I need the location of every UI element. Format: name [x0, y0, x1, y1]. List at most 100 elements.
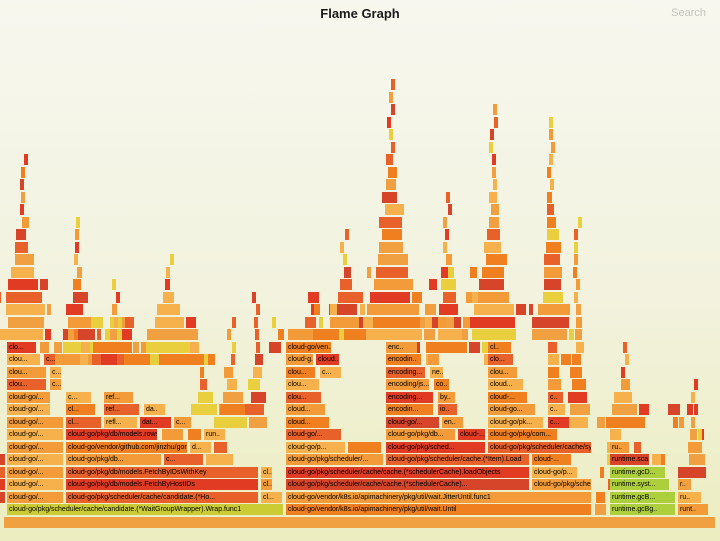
flame-frame[interactable]: [475, 291, 510, 303]
flame-frame[interactable]: [538, 304, 571, 315]
flame-frame[interactable]: [121, 329, 133, 340]
flame-frame[interactable]: [254, 354, 262, 365]
flame-frame[interactable]: [200, 366, 205, 378]
flame-frame[interactable]: [45, 329, 52, 340]
flame-frame[interactable]: [568, 329, 575, 340]
flame-frame[interactable]: clou...: [488, 366, 517, 378]
flame-frame[interactable]: [575, 341, 584, 353]
flame-frame[interactable]: [277, 329, 285, 340]
flame-frame[interactable]: [466, 291, 478, 303]
flame-frame[interactable]: [308, 291, 319, 303]
flame-frame[interactable]: [149, 354, 160, 365]
flame-frame[interactable]: [385, 179, 396, 190]
flame-frame[interactable]: [232, 341, 237, 353]
flame-frame[interactable]: cl...: [66, 404, 95, 415]
flame-frame[interactable]: [548, 341, 557, 353]
flame-frame[interactable]: [378, 216, 403, 228]
flame-frame[interactable]: r..: [678, 479, 691, 490]
flame-frame[interactable]: dat...: [140, 416, 171, 428]
flame-frame[interactable]: [287, 329, 335, 340]
flame-frame[interactable]: [213, 416, 247, 428]
flame-frame[interactable]: [66, 304, 84, 315]
flame-frame[interactable]: [491, 166, 496, 178]
flame-frame[interactable]: clou...: [7, 366, 46, 378]
flame-frame[interactable]: [688, 454, 705, 465]
flame-frame[interactable]: [442, 216, 447, 228]
flame-frame[interactable]: [576, 304, 582, 315]
flame-frame[interactable]: cloud-go/pk...: [488, 416, 543, 428]
flame-frame[interactable]: encodin..: [386, 354, 421, 365]
flame-frame[interactable]: encodin...: [386, 404, 433, 415]
flame-frame[interactable]: [223, 391, 244, 403]
flame-frame[interactable]: [55, 354, 104, 365]
flame-frame[interactable]: [528, 304, 534, 315]
flame-frame[interactable]: [621, 379, 631, 390]
flame-frame[interactable]: [478, 279, 505, 290]
flame-frame[interactable]: [565, 416, 588, 428]
flame-frame[interactable]: c...: [164, 454, 203, 465]
flame-frame[interactable]: [24, 154, 29, 165]
flame-frame[interactable]: [226, 379, 238, 390]
flame-frame[interactable]: [0, 291, 1, 303]
flame-frame[interactable]: [224, 366, 233, 378]
flame-frame[interactable]: [546, 204, 554, 215]
flame-frame[interactable]: [489, 216, 500, 228]
flame-frame[interactable]: [74, 329, 79, 340]
flame-frame[interactable]: cloud...: [316, 354, 339, 365]
flame-frame[interactable]: [485, 254, 507, 265]
flame-frame[interactable]: runtime.sca...: [610, 454, 649, 465]
flame-frame[interactable]: [227, 329, 232, 340]
flame-frame[interactable]: cloud-go/pkg/scheduler/cache/cache.(*sch…: [286, 479, 529, 490]
flame-frame[interactable]: [543, 279, 562, 290]
flame-frame[interactable]: clo...: [7, 341, 36, 353]
flame-frame[interactable]: [492, 179, 498, 190]
flame-frame[interactable]: [437, 329, 462, 340]
flame-frame[interactable]: [54, 341, 62, 353]
flame-frame[interactable]: [345, 229, 350, 240]
flame-frame[interactable]: cloud-go/...: [7, 466, 63, 478]
flame-frame[interactable]: [447, 266, 455, 278]
flame-frame[interactable]: [543, 291, 564, 303]
flame-frame[interactable]: cloud-go/...: [7, 491, 63, 503]
flame-frame[interactable]: cl..: [488, 341, 511, 353]
flame-frame[interactable]: [8, 279, 39, 290]
flame-frame[interactable]: runtime.gcBg..: [610, 504, 675, 515]
flame-frame[interactable]: cloud-go/vendor/k8s.io/apimachinery/pkg/…: [286, 491, 591, 503]
flame-frame[interactable]: [81, 341, 90, 353]
flame-frame[interactable]: [575, 329, 583, 340]
flame-frame[interactable]: [157, 304, 181, 315]
flame-frame[interactable]: [206, 454, 233, 465]
flame-frame[interactable]: cloud-go/...: [7, 404, 50, 415]
flame-frame[interactable]: [339, 329, 344, 340]
flame-frame[interactable]: [625, 354, 630, 365]
flame-frame[interactable]: [482, 341, 490, 353]
flame-frame[interactable]: cloud-go/...: [7, 429, 63, 440]
flame-frame[interactable]: [622, 341, 627, 353]
flame-frame[interactable]: [146, 329, 198, 340]
flame-frame[interactable]: [255, 329, 260, 340]
flame-frame[interactable]: cloud...: [286, 416, 329, 428]
flame-frame[interactable]: [232, 316, 237, 328]
flame-frame[interactable]: [20, 204, 25, 215]
flame-frame[interactable]: [390, 104, 395, 115]
flame-frame[interactable]: [687, 441, 702, 453]
flame-frame[interactable]: [109, 329, 117, 340]
flame-frame[interactable]: cloud-go/pkg/scheduler/...: [286, 454, 383, 465]
flame-frame[interactable]: cloud-go/vendor/github.com/jinzhu/gorm..…: [66, 441, 187, 453]
flame-frame[interactable]: cl..: [261, 479, 272, 490]
flame-frame[interactable]: cloud-go/vendor/k8s.io/apimachinery/pkg/…: [286, 504, 591, 515]
flame-frame[interactable]: [463, 316, 471, 328]
flame-frame[interactable]: [0, 329, 44, 340]
flame-frame[interactable]: [68, 329, 78, 340]
flame-frame[interactable]: cloud-go...: [488, 404, 535, 415]
flame-frame[interactable]: [424, 316, 435, 328]
flame-frame[interactable]: [441, 279, 457, 290]
flame-frame[interactable]: [351, 291, 364, 303]
flame-frame[interactable]: [16, 229, 27, 240]
flame-frame[interactable]: [74, 229, 79, 240]
flame-frame[interactable]: [574, 241, 579, 253]
flame-frame[interactable]: [574, 254, 579, 265]
flame-frame[interactable]: [447, 204, 452, 215]
flame-frame[interactable]: [359, 304, 365, 315]
flame-frame[interactable]: [190, 404, 217, 415]
